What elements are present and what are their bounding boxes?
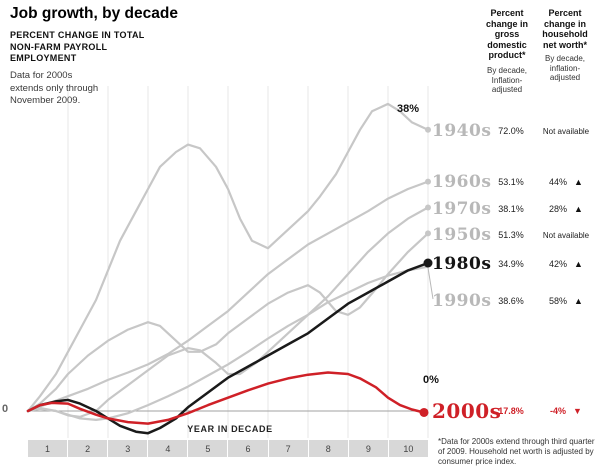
networth-value: 42% <box>549 259 568 269</box>
y-axis-zero-label: 0 <box>2 403 9 415</box>
networth-cell: 44% ▲ <box>534 177 598 187</box>
gdp-value: 34.9% <box>498 259 524 269</box>
endpoint-dot-2000s <box>419 407 429 417</box>
series-line-1960s <box>26 180 430 413</box>
decade-row-2000s: 2000s 17.8% -4% ▼ <box>432 399 598 423</box>
networth-cell: Not available <box>534 127 598 136</box>
networth-value: Not available <box>542 230 590 240</box>
networth-column-subheader: By decade, inflation- adjusted <box>544 54 586 82</box>
gdp-value: 51.3% <box>498 230 524 240</box>
gdp-value: 53.1% <box>498 177 524 187</box>
decade-label: 1950s <box>432 225 492 245</box>
label-connector-1990s <box>427 267 434 300</box>
decade-row-1990s: 1990s 38.6% 58% ▲ <box>432 289 598 313</box>
decade-label: 1970s <box>432 199 492 219</box>
trend-up-icon: ▲ <box>574 203 583 214</box>
year-tick-6: 6 <box>228 440 268 457</box>
networth-column-header: Percent change in household net worth* <box>542 8 588 50</box>
gdp-value: 72.0% <box>498 126 524 136</box>
networth-value: -4% <box>550 406 567 416</box>
networth-value: 44% <box>549 177 568 187</box>
gdp-column-subheader: By decade, Inflation- adjusted <box>486 66 528 94</box>
endpoint-dot-1950s <box>425 230 431 237</box>
endpoint-dot-1940s <box>425 126 431 133</box>
decade-label: 2000s <box>432 399 502 423</box>
trend-up-icon: ▲ <box>574 176 583 187</box>
year-tick-2: 2 <box>68 440 108 457</box>
data-coverage-note: Data for 2000s extends only through Nove… <box>10 70 99 106</box>
series-line-1950s <box>26 232 430 413</box>
decade-row-1940s: 1940s 72.0% Not available <box>432 119 598 143</box>
endpoint-dot-1980s <box>423 258 433 268</box>
series-line-2000s <box>26 371 426 425</box>
year-tick-8: 8 <box>308 440 348 457</box>
chart-subtitle: PERCENT CHANGE IN TOTAL NON-FARM PAYROLL… <box>10 30 145 63</box>
endpoint-dot-1970s <box>425 204 431 211</box>
decade-row-1960s: 1960s 53.1% 44% ▲ <box>432 170 598 194</box>
year-tick-5: 5 <box>188 440 228 457</box>
trend-down-icon: ▼ <box>573 405 582 416</box>
networth-cell: -4% ▼ <box>534 406 598 416</box>
networth-cell: Not available <box>534 231 598 240</box>
series-line-1940s <box>26 102 430 413</box>
decade-label: 1940s <box>432 121 492 141</box>
networth-value: Not available <box>542 126 590 136</box>
year-tick-1: 1 <box>28 440 68 457</box>
networth-cell: 58% ▲ <box>534 296 598 306</box>
x-axis-title: YEAR IN DECADE <box>187 424 273 434</box>
decade-row-1970s: 1970s 38.1% 28% ▲ <box>432 197 598 221</box>
gdp-value: 17.8% <box>498 406 524 416</box>
gdp-value: 38.6% <box>498 296 524 306</box>
page-title: Job growth, by decade <box>10 5 178 22</box>
year-tick-3: 3 <box>108 440 148 457</box>
series-line-1980s <box>26 261 430 435</box>
networth-cell: 42% ▲ <box>534 259 598 269</box>
networth-cell: 28% ▲ <box>534 204 598 214</box>
year-axis: 1 2 3 4 5 6 7 8 9 10 <box>28 440 428 457</box>
decade-label: 1990s <box>432 291 492 311</box>
peak-value-annotation: 38% <box>397 103 420 115</box>
decade-row-1950s: 1950s 51.3% Not available <box>432 223 598 247</box>
decade-row-1980s: 1980s 34.9% 42% ▲ <box>432 252 598 276</box>
trend-up-icon: ▲ <box>574 258 583 269</box>
footnote: *Data for 2000s extend through third qua… <box>438 437 595 466</box>
decade-label: 1980s <box>432 254 492 274</box>
gdp-column-header: Percent change in gross domestic product… <box>485 8 528 60</box>
end-value-annotation: 0% <box>423 374 439 386</box>
trend-up-icon: ▲ <box>574 295 583 306</box>
year-tick-7: 7 <box>268 440 308 457</box>
decade-label: 1960s <box>432 172 492 192</box>
year-tick-10: 10 <box>388 440 428 457</box>
series-line-1990s <box>26 265 430 421</box>
networth-value: 28% <box>549 204 568 214</box>
series-line-1970s <box>26 206 430 418</box>
endpoint-dot-1960s <box>425 178 431 185</box>
gdp-value: 38.1% <box>498 204 524 214</box>
year-tick-9: 9 <box>348 440 388 457</box>
year-tick-4: 4 <box>148 440 188 457</box>
networth-value: 58% <box>549 296 568 306</box>
